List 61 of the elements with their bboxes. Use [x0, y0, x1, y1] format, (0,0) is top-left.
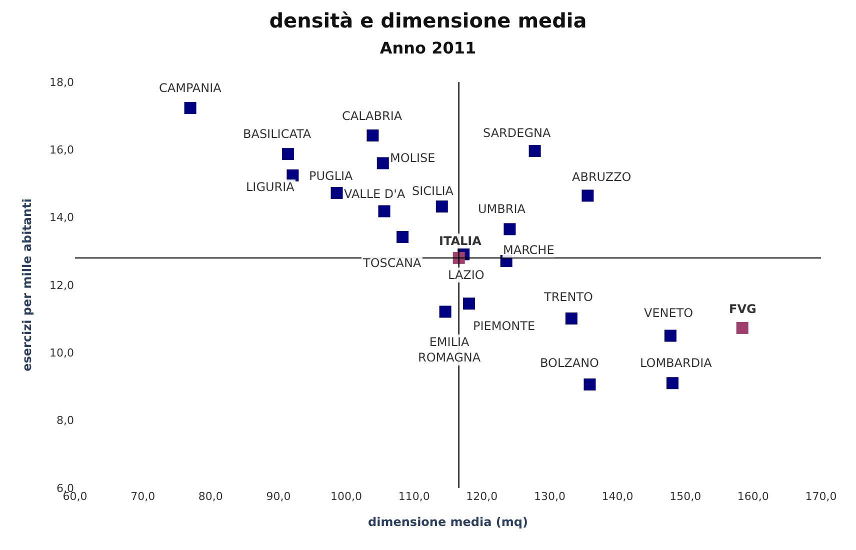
annotation: ITALIA [439, 234, 482, 248]
x-tick-label: 160,0 [737, 490, 769, 503]
annotation: BOLZANO [540, 356, 600, 370]
point [582, 190, 594, 202]
y-tick-label: 16,0 [50, 144, 74, 157]
annotation: PUGLIA [309, 169, 354, 183]
point [376, 157, 389, 170]
point [366, 129, 379, 142]
annotation: BASILICATA [243, 127, 312, 141]
x-tick-label: 90,0 [266, 490, 291, 503]
annotation: SICILIA [412, 184, 454, 198]
x-tick-label: 100,0 [330, 490, 362, 503]
chart-subtitle: Anno 2011 [380, 38, 476, 58]
x-tick-label: 150,0 [670, 490, 702, 503]
y-tick-label: 8,0 [56, 414, 74, 428]
annotation: CALABRIA [342, 109, 403, 123]
annotation: CAMPANIA [159, 81, 222, 95]
x-tick-label: 120,0 [466, 490, 498, 503]
x-tick-label: 170,0 [805, 490, 837, 503]
point [396, 230, 409, 243]
point [439, 306, 452, 318]
annotation: VENETO [644, 306, 694, 320]
x-tick-label: 140,0 [602, 490, 634, 503]
annotation: TRENTO [543, 290, 594, 304]
point [463, 298, 476, 310]
point [330, 186, 343, 199]
annotation: LAZIO [448, 268, 484, 282]
point [584, 378, 596, 390]
point [436, 200, 448, 213]
x-tick-label: 70,0 [130, 490, 156, 503]
point [565, 312, 578, 324]
y-axis-title: esercizi per mille abitanti [20, 198, 34, 372]
point [664, 330, 676, 342]
point [736, 322, 748, 334]
annotation: MOLISE [390, 151, 436, 165]
y-tick-label: 18,0 [50, 76, 74, 89]
x-axis-title: dimensione media (mq) [368, 514, 528, 529]
annotation: TOSCANA [362, 256, 422, 270]
x-tick-label: 80,0 [198, 490, 223, 503]
x-tick-label: 130,0 [534, 490, 566, 503]
annotation: LOMBARDIA [640, 356, 713, 370]
annotation: LIGURIA [246, 180, 296, 194]
annotation: SARDEGNA [483, 126, 552, 140]
point [184, 102, 196, 114]
y-tick-label: 10,0 [50, 346, 74, 360]
x-tick-label: 110,0 [398, 490, 430, 503]
point [378, 205, 390, 218]
chart-title: densità e dimensione media [269, 8, 587, 32]
y-tick-label: 14,0 [50, 211, 74, 224]
annotation: FVG [729, 302, 756, 316]
annotation: ABRUZZO [572, 170, 632, 184]
annotation: EMILIA ROMAGNA [418, 335, 482, 365]
point [282, 148, 294, 160]
annotation: UMBRIA [478, 202, 526, 216]
y-tick-label: 12,0 [50, 278, 74, 292]
point [528, 145, 541, 158]
annotation: VALLE D'A [344, 187, 406, 201]
annotation: PIEMONTE [473, 319, 536, 333]
annotation: MARCHE [503, 243, 554, 257]
point [504, 223, 516, 236]
point [666, 377, 678, 390]
